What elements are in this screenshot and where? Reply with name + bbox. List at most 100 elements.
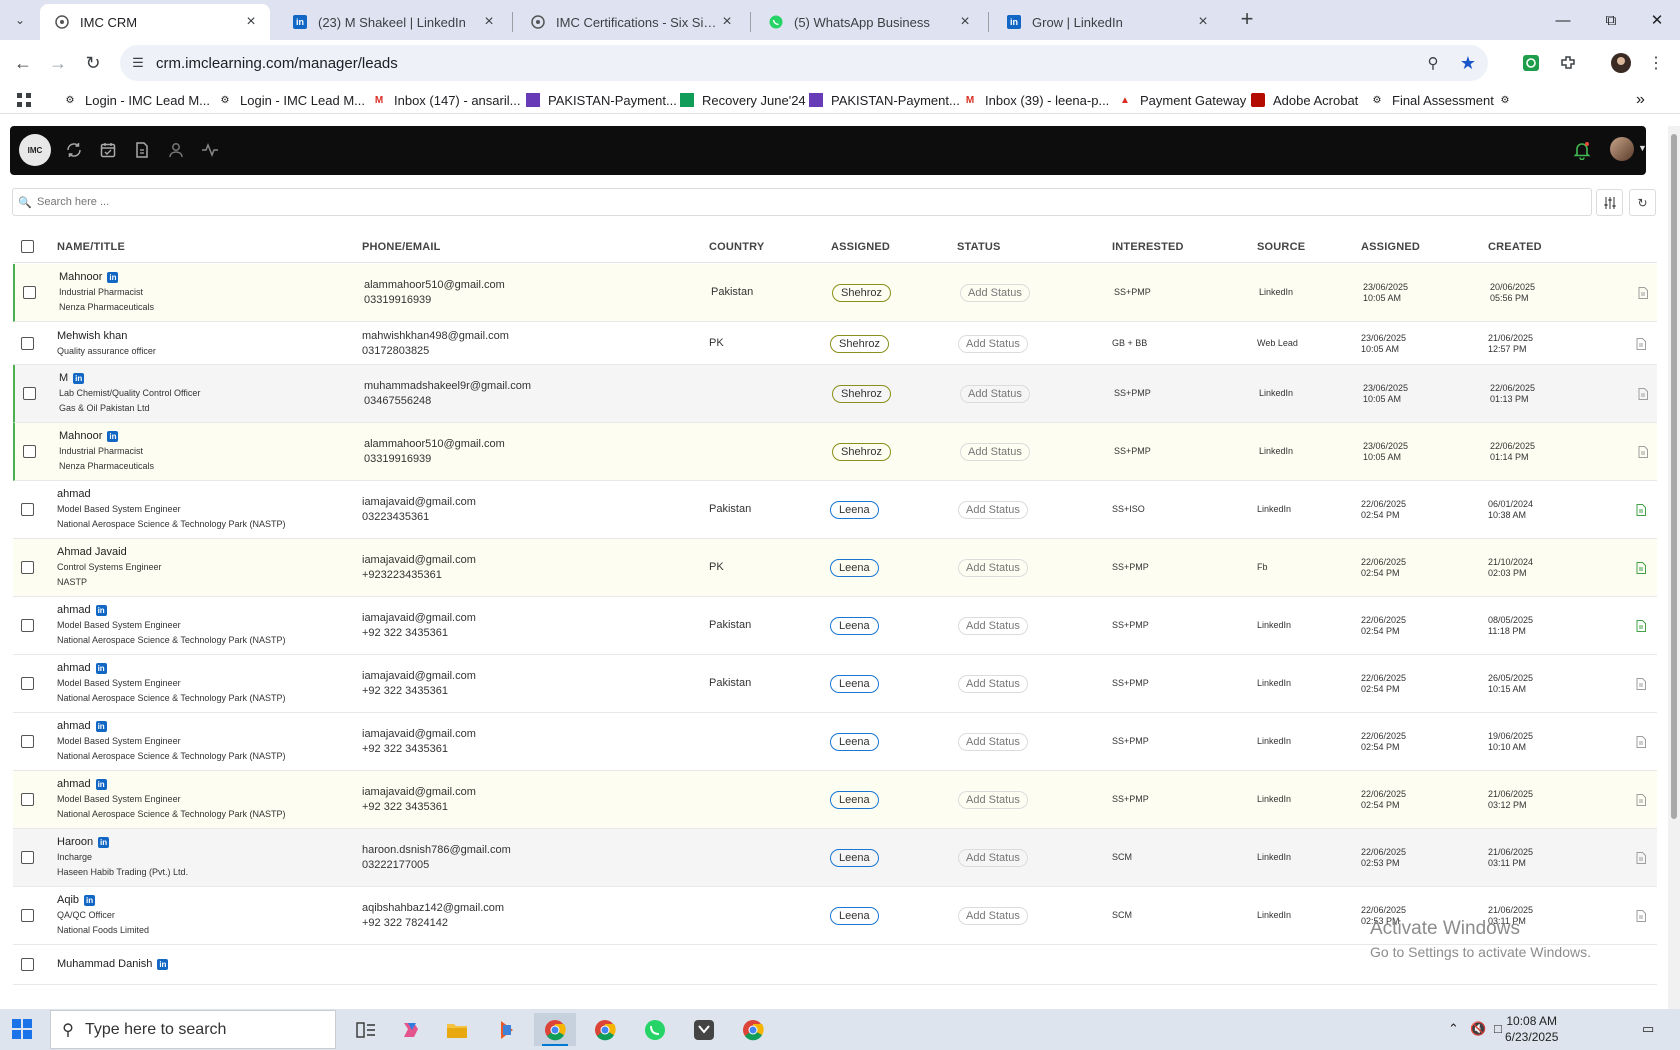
row-checkbox[interactable] xyxy=(23,387,36,400)
add-status-button[interactable]: Add Status xyxy=(958,849,1028,867)
row-checkbox[interactable] xyxy=(21,793,34,806)
notes-document-icon[interactable] xyxy=(1636,852,1646,864)
lead-name[interactable]: ahmad xyxy=(57,720,91,732)
table-row[interactable]: ahmad in Model Based System Engineer Nation… xyxy=(13,597,1657,655)
document-icon[interactable] xyxy=(132,140,152,160)
system-clock[interactable]: 10:08 AM 6/23/2025 xyxy=(1505,1014,1559,1044)
table-row[interactable]: Mahnoor in Industrial Pharmacist Nenza Phar… xyxy=(13,264,1657,322)
chevron-down-icon[interactable]: ▼ xyxy=(1638,143,1647,153)
row-checkbox[interactable] xyxy=(21,735,34,748)
bookmark-item[interactable]: PAKISTAN-Payment... xyxy=(809,90,960,110)
linkedin-icon[interactable]: in xyxy=(95,779,107,790)
file-explorer-icon[interactable] xyxy=(436,1013,478,1046)
linkedin-icon[interactable]: in xyxy=(107,431,119,442)
bookmark-item[interactable]: ⚙ Final Assessment xyxy=(1370,90,1494,110)
zoom-icon[interactable]: ⚲ xyxy=(1427,55,1439,72)
whatsapp-icon[interactable] xyxy=(634,1013,676,1046)
lead-name[interactable]: Ahmad Javaid xyxy=(57,546,127,558)
assigned-badge[interactable]: Leena xyxy=(830,559,879,577)
assigned-badge[interactable]: Leena xyxy=(830,791,879,809)
select-all-checkbox[interactable] xyxy=(21,240,34,253)
lead-name[interactable]: Mehwish khan xyxy=(57,330,128,342)
lead-name[interactable]: Mahnoor xyxy=(59,430,103,442)
linkedin-icon[interactable]: in xyxy=(73,373,85,384)
table-row[interactable]: ahmad in Model Based System Engineer Nation… xyxy=(13,713,1657,771)
add-status-button[interactable]: Add Status xyxy=(958,559,1028,577)
column-header-source[interactable]: SOURCE xyxy=(1257,241,1306,253)
bookmark-item[interactable]: Recovery June'24 xyxy=(680,90,806,110)
table-row[interactable]: Mehwish khan Quality assurance officer mah… xyxy=(13,322,1657,365)
add-status-button[interactable]: Add Status xyxy=(958,335,1028,353)
add-status-button[interactable]: Add Status xyxy=(958,733,1028,751)
lead-name[interactable]: ahmad xyxy=(57,488,91,500)
table-row[interactable]: ahmad in Model Based System Engineer Nation… xyxy=(13,771,1657,829)
lead-name[interactable]: Aqib xyxy=(57,894,80,906)
notes-document-icon[interactable] xyxy=(1636,794,1646,806)
restore-button[interactable]: ⧉ xyxy=(1605,11,1617,29)
row-checkbox[interactable] xyxy=(21,561,34,574)
linkedin-icon[interactable]: in xyxy=(95,663,107,674)
clock-app-icon[interactable] xyxy=(683,1013,725,1046)
back-button[interactable]: ← xyxy=(14,52,32,73)
assigned-badge[interactable]: Leena xyxy=(830,733,879,751)
page-scrollbar[interactable] xyxy=(1668,126,1680,1009)
notes-document-icon[interactable] xyxy=(1636,562,1646,574)
column-header-assigned-date[interactable]: ASSIGNED xyxy=(1361,241,1421,253)
windows-start-icon[interactable] xyxy=(12,1019,32,1039)
bookmark-item[interactable]: ⚙ Login - IMC Lead M... xyxy=(218,90,365,110)
user-avatar[interactable] xyxy=(1610,137,1634,161)
table-row[interactable]: Ahmad Javaid Control Systems Engineer NAST… xyxy=(13,539,1657,597)
notes-document-icon[interactable] xyxy=(1636,910,1646,922)
row-checkbox[interactable] xyxy=(23,286,36,299)
bookmark-item[interactable]: ▲ Payment Gateway xyxy=(1118,90,1246,110)
lead-name[interactable]: ahmad xyxy=(57,778,91,790)
table-row[interactable]: ahmad in Model Based System Engineer Nation… xyxy=(13,655,1657,713)
apps-grid-icon[interactable] xyxy=(16,90,32,110)
assigned-badge[interactable]: Leena xyxy=(830,907,879,925)
activity-icon[interactable] xyxy=(200,140,220,160)
add-status-button[interactable]: Add Status xyxy=(960,443,1030,461)
chrome-taskbar-icon[interactable] xyxy=(534,1013,576,1046)
assigned-badge[interactable]: Leena xyxy=(830,675,879,693)
bookmark-item[interactable]: PAKISTAN-Payment... xyxy=(526,90,677,110)
address-bar[interactable]: ☰ crm.imclearning.com/manager/leads ⚲ ★ xyxy=(120,45,1488,81)
scrollbar-thumb[interactable] xyxy=(1671,134,1677,819)
forward-button[interactable]: → xyxy=(49,52,67,73)
extensions-puzzle-icon[interactable] xyxy=(1557,52,1579,74)
table-row[interactable]: Aqib in QA/QC Officer National Foods Limite… xyxy=(13,887,1657,945)
network-icon[interactable]: □ xyxy=(1494,1021,1502,1036)
notes-document-icon[interactable] xyxy=(1638,446,1648,458)
reload-button[interactable]: ↻ xyxy=(85,52,101,73)
lead-name[interactable]: Mahnoor xyxy=(59,271,103,283)
copilot-icon[interactable] xyxy=(390,1013,432,1046)
bookmarks-overflow-icon[interactable]: » xyxy=(1636,91,1645,108)
user-icon[interactable] xyxy=(166,140,186,160)
pinned-app-icon[interactable] xyxy=(486,1013,528,1046)
sync-icon[interactable] xyxy=(64,140,84,160)
lead-name[interactable]: ahmad xyxy=(57,662,91,674)
notification-bell-icon[interactable] xyxy=(1572,140,1592,161)
lead-name[interactable]: Muhammad Danish xyxy=(57,958,153,970)
tray-chevron-up-icon[interactable]: ⌃ xyxy=(1448,1021,1459,1036)
bookmark-item[interactable]: Adobe Acrobat xyxy=(1251,90,1358,110)
close-tab-icon[interactable]: × xyxy=(484,13,494,30)
linkedin-icon[interactable]: in xyxy=(157,959,169,970)
notifications-icon[interactable]: ▭ xyxy=(1642,1021,1655,1036)
column-header-interested[interactable]: INTERESTED xyxy=(1112,241,1184,253)
add-status-button[interactable]: Add Status xyxy=(960,385,1030,403)
table-row[interactable]: Muhammad Danish in xyxy=(13,945,1657,985)
taskbar-search-box[interactable]: ⚲ Type here to search xyxy=(50,1010,336,1049)
tab-search-chevron-icon[interactable]: ⌄ xyxy=(14,13,26,27)
row-checkbox[interactable] xyxy=(21,619,34,632)
tab-linkedin-shakeel[interactable]: in (23) M Shakeel | LinkedIn × xyxy=(278,4,508,40)
tab-imc-certifications[interactable]: IMC Certifications - Six Sigma G × xyxy=(516,4,746,40)
row-checkbox[interactable] xyxy=(21,677,34,690)
column-header-assigned[interactable]: ASSIGNED xyxy=(831,241,891,253)
filter-settings-button[interactable] xyxy=(1596,189,1623,216)
notes-document-icon[interactable] xyxy=(1636,620,1646,632)
volume-muted-icon[interactable]: 🔇 xyxy=(1470,1021,1487,1036)
column-header-created[interactable]: CREATED xyxy=(1488,241,1542,253)
table-row[interactable]: Mahnoor in Industrial Pharmacist Nenza Phar… xyxy=(13,423,1657,481)
linkedin-icon[interactable]: in xyxy=(107,272,119,283)
